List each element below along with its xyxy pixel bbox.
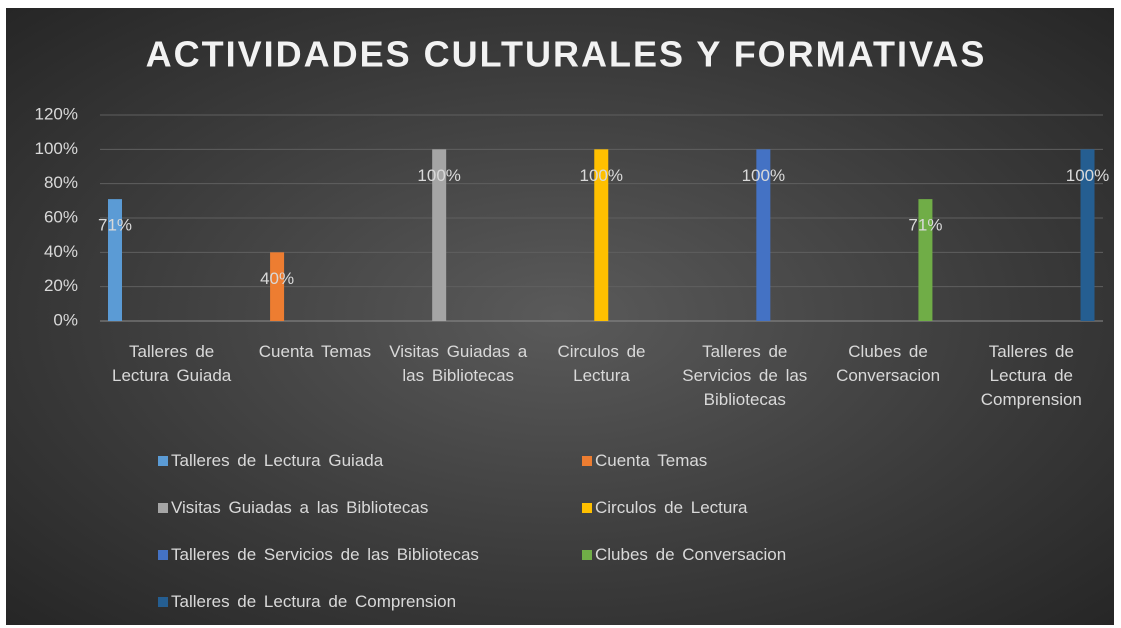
data-label: 100% [417,166,460,185]
legend-entry: Talleres de Lectura de Comprension [158,592,456,612]
legend-label: Circulos de Lectura [595,498,748,517]
x-tick-label: Talleres de Lectura Guiada [112,342,232,385]
legend-swatch [158,550,168,560]
y-tick-label: 60% [44,207,78,226]
x-tick-label: Cuenta Temas [258,342,372,361]
legend-label: Talleres de Servicios de las Bibliotecas [171,545,479,564]
legend-entry: Cuenta Temas [582,451,707,471]
y-tick-label: 120% [35,104,78,123]
bar [918,199,933,321]
legend-label: Talleres de Lectura Guiada [171,451,384,470]
y-tick-label: 40% [44,242,78,261]
legend-swatch [582,503,592,513]
legend-label: Talleres de Lectura de Comprension [171,592,457,611]
bar [108,199,122,321]
x-tick-label: Talleres de Lectura de Comprension [980,342,1082,409]
legend-swatch [582,456,592,466]
legend-label: Cuenta Temas [595,451,708,470]
data-label: 100% [580,166,623,185]
legend-swatch [158,597,168,607]
bar [270,252,285,321]
y-tick-label: 100% [35,139,78,158]
legend-entry: Clubes de Conversacion [582,545,786,565]
x-tick-label: Talleres de Servicios de las Bibliotecas [682,342,808,409]
bar [594,149,609,321]
y-tick-label: 0% [53,310,78,329]
data-label: 71% [98,216,132,235]
data-label: 100% [1066,166,1109,185]
data-label: 100% [742,166,785,185]
legend-label: Visitas Guiadas a las Bibliotecas [171,498,429,517]
data-label: 40% [260,269,294,288]
legend-swatch [582,550,592,560]
legend-entry: Visitas Guiadas a las Bibliotecas [158,498,428,518]
bar [1080,149,1095,321]
plot: ACTIVIDADES CULTURALES Y FORMATIVAS 0% 20… [35,34,1110,330]
bar [756,149,771,321]
legend-entry: Talleres de Servicios de las Bibliotecas [158,545,479,565]
legend-entry: Circulos de Lectura [582,498,747,518]
bar [432,149,447,321]
data-label: 71% [908,216,942,235]
chart: ACTIVIDADES CULTURALES Y FORMATIVAS 0% 20… [6,8,1114,625]
legend-swatch [158,456,168,466]
x-tick-label: Clubes de Conversacion [836,342,941,385]
x-tick-label: Visitas Guiadas a las Bibliotecas [389,342,528,385]
legend-swatch [158,503,168,513]
y-tick-label: 20% [44,276,78,295]
legend-entry: Talleres de Lectura Guiada [158,451,383,471]
chart-title: ACTIVIDADES CULTURALES Y FORMATIVAS [146,34,987,75]
y-tick-label: 80% [44,173,78,192]
legend-label: Clubes de Conversacion [595,545,787,564]
x-tick-label: Circulos de Lectura [557,342,646,385]
